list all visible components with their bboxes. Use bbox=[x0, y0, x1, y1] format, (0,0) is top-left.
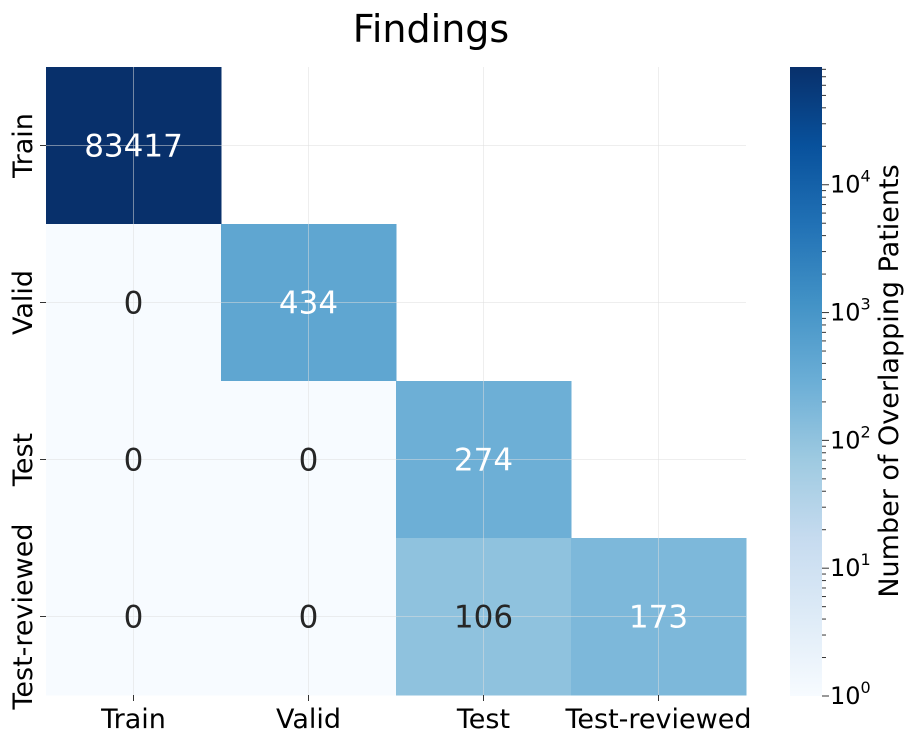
colorbar-tick-label: 103 bbox=[830, 295, 871, 327]
cell-value-label: 0 bbox=[124, 286, 144, 322]
cell-value-label: 274 bbox=[454, 443, 513, 479]
colorbar-tick-label: 102 bbox=[830, 422, 871, 454]
x-tick-label: Test-reviewed bbox=[565, 704, 752, 735]
y-tick-label: Test-reviewed bbox=[8, 524, 39, 711]
cell-value-label: 0 bbox=[299, 443, 319, 479]
y-tick-label: Valid bbox=[8, 270, 39, 335]
colorbar: 100 101 102 103 104 Number of Overlapping Pa… bbox=[790, 67, 905, 710]
colorbar-tick-label: 104 bbox=[830, 167, 871, 199]
y-tick-label: Test bbox=[8, 433, 39, 487]
cell-value-label: 434 bbox=[279, 286, 338, 322]
cell-value-label: 0 bbox=[124, 600, 144, 636]
chart-title: Findings bbox=[353, 7, 509, 51]
x-tick-label: Train bbox=[100, 704, 166, 735]
cell-value-label: 0 bbox=[124, 443, 144, 479]
cell-value-label: 0 bbox=[299, 600, 319, 636]
cell-value-label: 173 bbox=[629, 600, 688, 636]
cell-value-label: 106 bbox=[454, 600, 513, 636]
colorbar-tick-label: 101 bbox=[830, 550, 871, 582]
x-tick-label: Valid bbox=[276, 704, 341, 735]
y-tick-label: Train bbox=[8, 113, 39, 179]
colorbar-tick-label: 100 bbox=[830, 678, 871, 710]
colorbar-label: Number of Overlapping Patients bbox=[874, 164, 905, 597]
cell-value-label: 83417 bbox=[84, 129, 183, 165]
x-tick-label: Test bbox=[456, 704, 510, 735]
colorbar-gradient bbox=[790, 67, 822, 696]
